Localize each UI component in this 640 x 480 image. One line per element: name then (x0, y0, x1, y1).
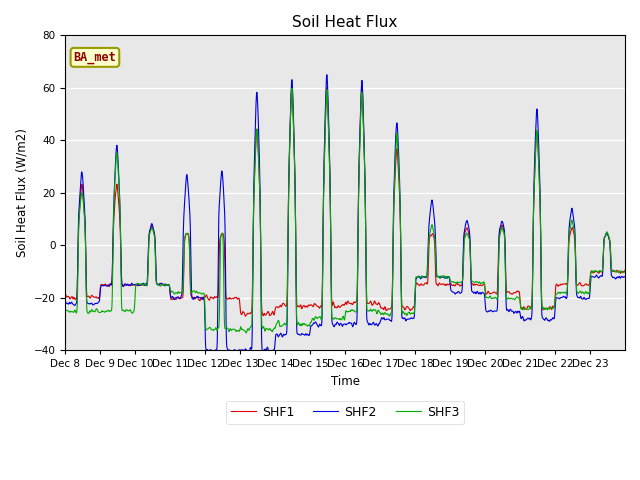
Line: SHF1: SHF1 (65, 85, 625, 316)
SHF1 (614, 268, 621, 274)
Text: BA_met: BA_met (74, 51, 116, 64)
SHF1 (621, 268, 629, 274)
SHF2 (380, 316, 387, 322)
SHF2 (323, 72, 331, 78)
SHF3 (614, 269, 621, 275)
SHF3 (288, 85, 296, 91)
SHF1 (380, 306, 387, 312)
SHF3 (514, 295, 522, 300)
SHF3 (117, 274, 125, 280)
SHF2 (61, 298, 69, 303)
Y-axis label: Soil Heat Flux (W/m2): Soil Heat Flux (W/m2) (15, 129, 28, 257)
SHF2 (514, 309, 522, 314)
SHF3 (621, 267, 629, 273)
SHF3 (238, 327, 246, 333)
SHF2 (621, 274, 629, 279)
SHF2 (614, 274, 621, 280)
Title: Soil Heat Flux: Soil Heat Flux (292, 15, 398, 30)
SHF3 (380, 312, 387, 317)
SHF1 (238, 312, 246, 317)
SHF3 (243, 330, 250, 336)
SHF1 (288, 82, 296, 88)
SHF2 (238, 348, 246, 353)
SHF3 (546, 306, 554, 312)
SHF1 (514, 289, 522, 295)
SHF2 (232, 350, 240, 356)
SHF2 (546, 318, 554, 324)
Line: SHF2: SHF2 (65, 75, 625, 353)
X-axis label: Time: Time (331, 375, 360, 388)
Legend: SHF1, SHF2, SHF3: SHF1, SHF2, SHF3 (226, 401, 464, 424)
SHF1 (117, 260, 125, 266)
SHF2 (117, 259, 125, 264)
SHF1 (546, 304, 554, 310)
SHF3 (61, 307, 69, 312)
Line: SHF3: SHF3 (65, 88, 625, 333)
SHF1 (242, 313, 250, 319)
SHF1 (61, 292, 69, 298)
